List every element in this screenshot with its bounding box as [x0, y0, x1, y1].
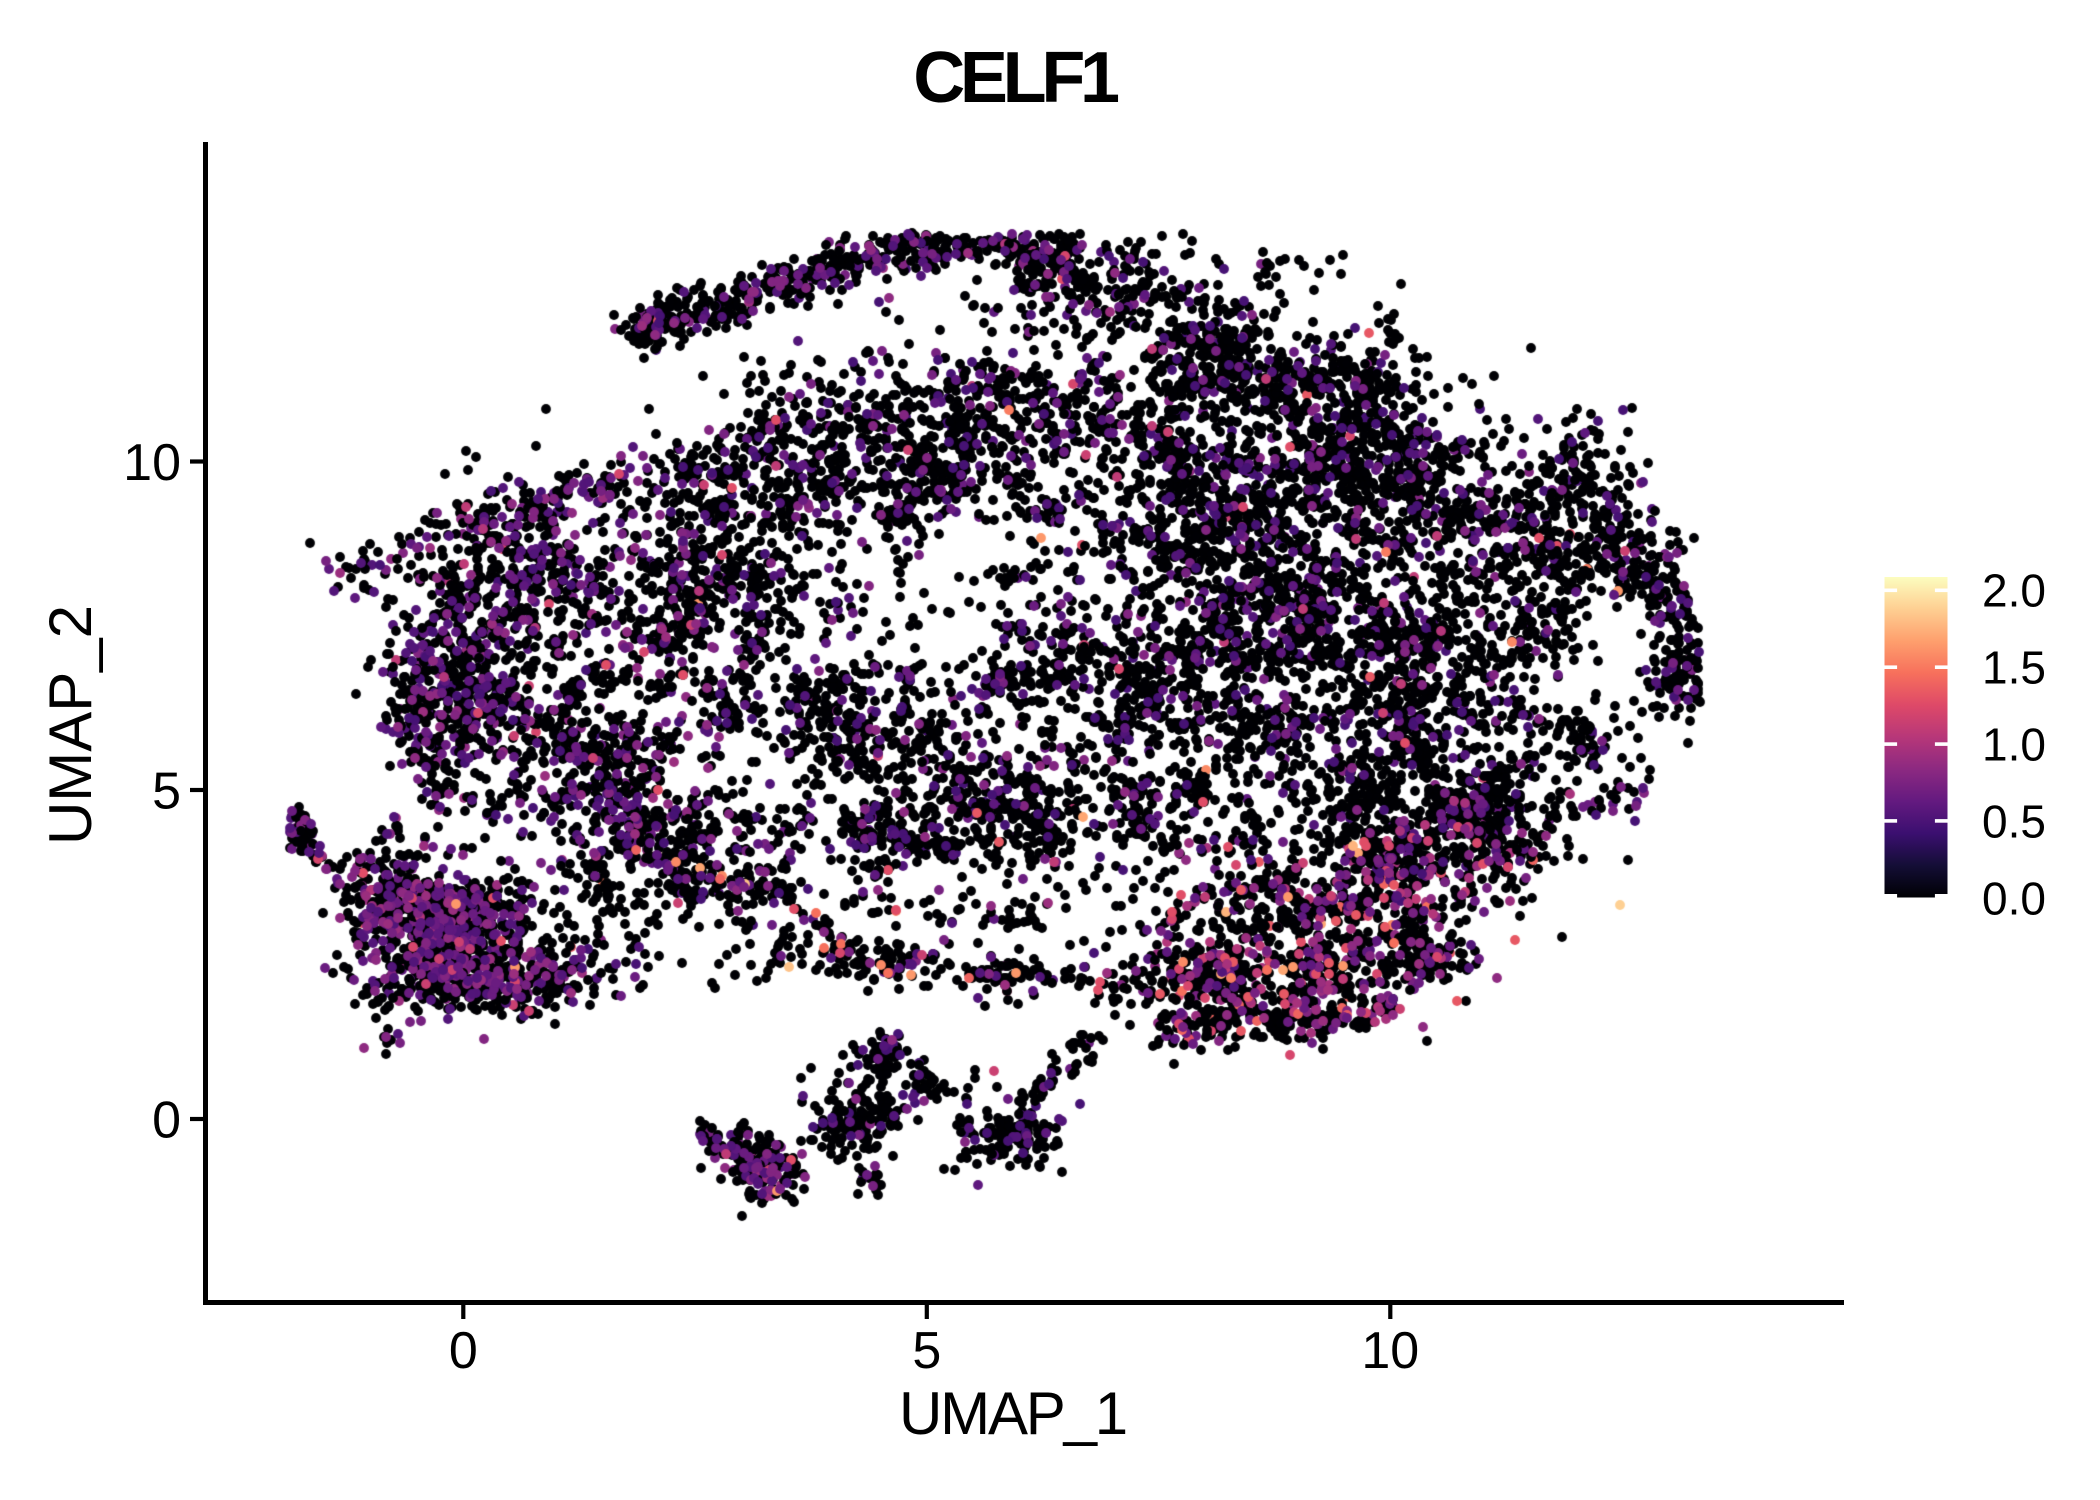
svg-text:10: 10	[1361, 1322, 1419, 1380]
svg-text:2.0: 2.0	[1982, 565, 2046, 617]
svg-text:UMAP_1: UMAP_1	[899, 1380, 1126, 1447]
svg-text:0.5: 0.5	[1982, 796, 2046, 848]
svg-text:1.0: 1.0	[1982, 719, 2046, 771]
svg-text:5: 5	[912, 1322, 941, 1380]
svg-text:1.5: 1.5	[1982, 642, 2046, 694]
svg-text:UMAP_2: UMAP_2	[37, 605, 104, 845]
svg-text:CELF1: CELF1	[913, 38, 1119, 118]
svg-text:5: 5	[152, 763, 181, 821]
svg-text:0: 0	[152, 1092, 181, 1150]
svg-text:0: 0	[449, 1322, 478, 1380]
svg-text:0.0: 0.0	[1982, 873, 2046, 925]
svg-text:10: 10	[123, 434, 181, 492]
